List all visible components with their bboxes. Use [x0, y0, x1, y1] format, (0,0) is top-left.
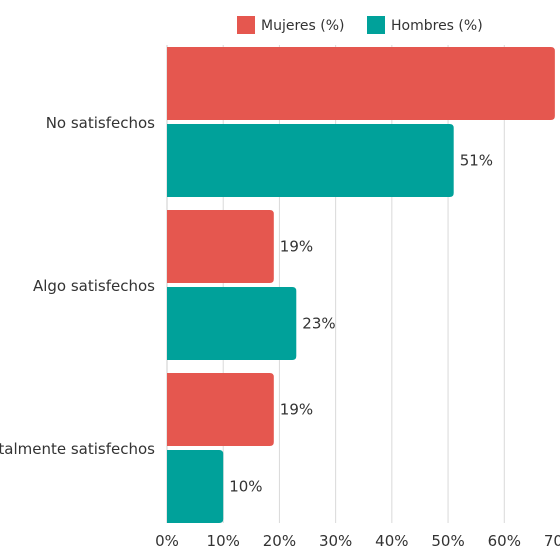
- x-tick-label: 50%: [431, 532, 464, 550]
- category-label: No satisfechos: [46, 114, 155, 132]
- bar-hombres-1: [167, 287, 297, 360]
- bars: [167, 47, 555, 523]
- bar-hombres-0: [167, 124, 454, 197]
- legend-label-mujeres: Mujeres (%): [261, 18, 345, 34]
- legend: Mujeres (%) Hombres (%): [237, 16, 483, 34]
- bar-mujeres-2: [167, 373, 274, 446]
- bar-mujeres-0: [167, 47, 555, 120]
- x-tick-label: 10%: [207, 532, 240, 550]
- data-label: 23%: [302, 315, 335, 333]
- x-tick-label: 0%: [155, 532, 179, 550]
- category-label: Algo satisfechos: [33, 277, 155, 295]
- x-tick-label: 20%: [263, 532, 296, 550]
- legend-swatch-hombres: [367, 16, 385, 34]
- data-label: 19%: [280, 401, 313, 419]
- category-label: Totalmente satisfechos: [0, 440, 155, 458]
- legend-label-hombres: Hombres (%): [391, 18, 483, 34]
- data-label: 19%: [280, 238, 313, 256]
- data-label: 10%: [229, 478, 262, 496]
- x-tick-label: 70%: [544, 532, 560, 550]
- data-label: 51%: [460, 152, 493, 170]
- labels: 0%10%20%30%40%50%60%70%69%51%No satisfec…: [0, 114, 560, 550]
- x-tick-label: 30%: [319, 532, 352, 550]
- legend-swatch-mujeres: [237, 16, 255, 34]
- x-tick-label: 60%: [488, 532, 521, 550]
- x-tick-label: 40%: [375, 532, 408, 550]
- bar-hombres-2: [167, 450, 224, 523]
- bar-mujeres-1: [167, 210, 274, 283]
